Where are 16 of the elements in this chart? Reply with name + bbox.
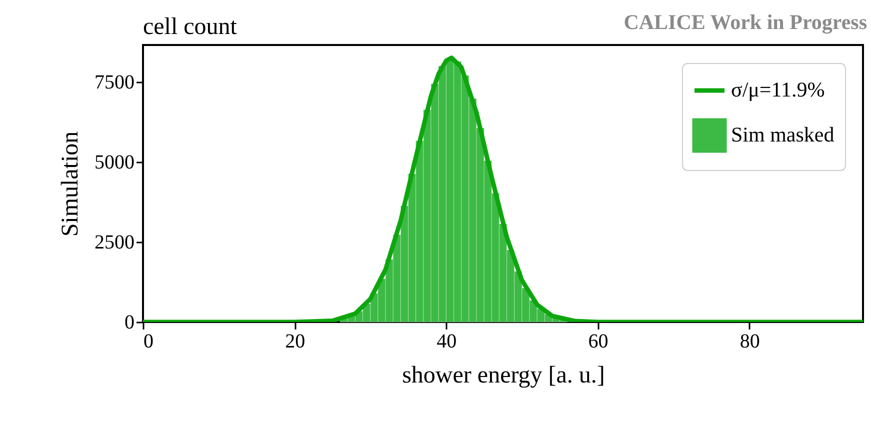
chart-title: cell count [143,14,238,40]
line-series [143,56,863,322]
legend-label: σ/μ=11.9% [731,78,825,102]
x-tick-label: 40 [436,330,457,352]
y-tick-label: 0 [124,312,134,334]
x-tick-label: 60 [588,330,608,352]
text: CALICE Work in Progress [624,10,867,35]
x-tick-label: 20 [285,330,306,352]
legend-label: Sim masked [731,122,835,146]
y-tick-label: 7500 [94,71,134,94]
x-tick-label: 80 [740,330,760,352]
x-axis-title: shower energy [a. u.] [402,362,605,388]
y-axis-title: Simulation [58,131,84,237]
y-tick-label: 5000 [94,151,134,174]
x-tick-label: 0 [144,330,154,352]
y-tick-label: 2500 [94,231,134,254]
